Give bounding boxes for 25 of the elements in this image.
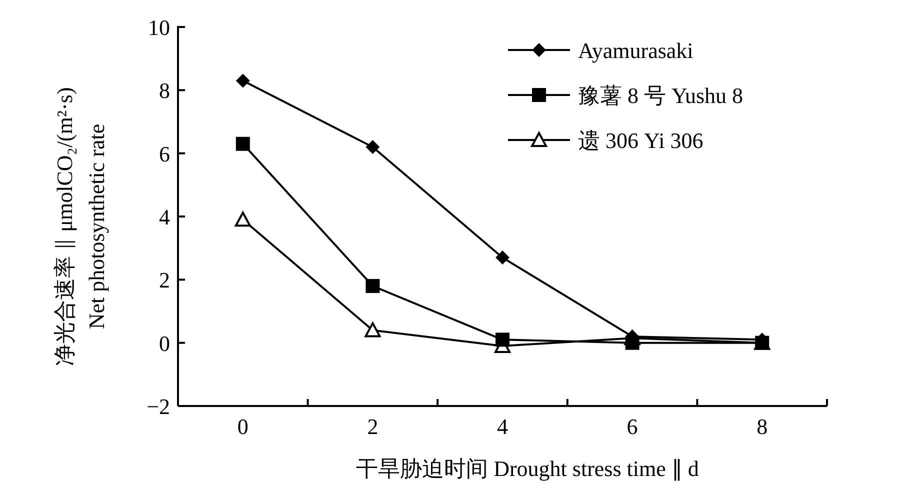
point bbox=[366, 140, 380, 154]
x-tick-label: 0 bbox=[237, 414, 248, 439]
y-axis-title: 净光合速率 ∥ μmolCO₂/(m²·s) Net photosynthetic rate bbox=[52, 87, 109, 366]
x-tick-label: 2 bbox=[367, 414, 378, 439]
y-tick-label: 6 bbox=[159, 141, 170, 166]
point bbox=[236, 136, 250, 151]
point bbox=[236, 74, 250, 88]
legend-label: 豫薯 8 号 Yushu 8 bbox=[578, 83, 744, 108]
point bbox=[366, 278, 380, 293]
y-tick-label: −2 bbox=[146, 394, 170, 419]
point bbox=[234, 212, 251, 227]
x-axis-title: 干旱胁迫时间 Drought stress time ∥ d bbox=[356, 456, 699, 481]
point bbox=[364, 322, 381, 338]
x-tick-label: 8 bbox=[756, 414, 768, 439]
y-tick-label: 2 bbox=[159, 268, 170, 293]
y-tick-label: 8 bbox=[159, 78, 170, 104]
y-tick-label: 4 bbox=[159, 204, 170, 230]
point bbox=[496, 250, 510, 265]
x-tick-label: 4 bbox=[497, 414, 508, 439]
y-tick-label: 10 bbox=[148, 15, 170, 40]
y-tick-label: 0 bbox=[159, 330, 170, 356]
legend-label: 遗 306 Yi 306 bbox=[578, 128, 704, 153]
x-tick-label: 6 bbox=[626, 414, 638, 439]
point bbox=[496, 332, 510, 347]
legend-label: Ayamurasaki bbox=[578, 38, 694, 63]
